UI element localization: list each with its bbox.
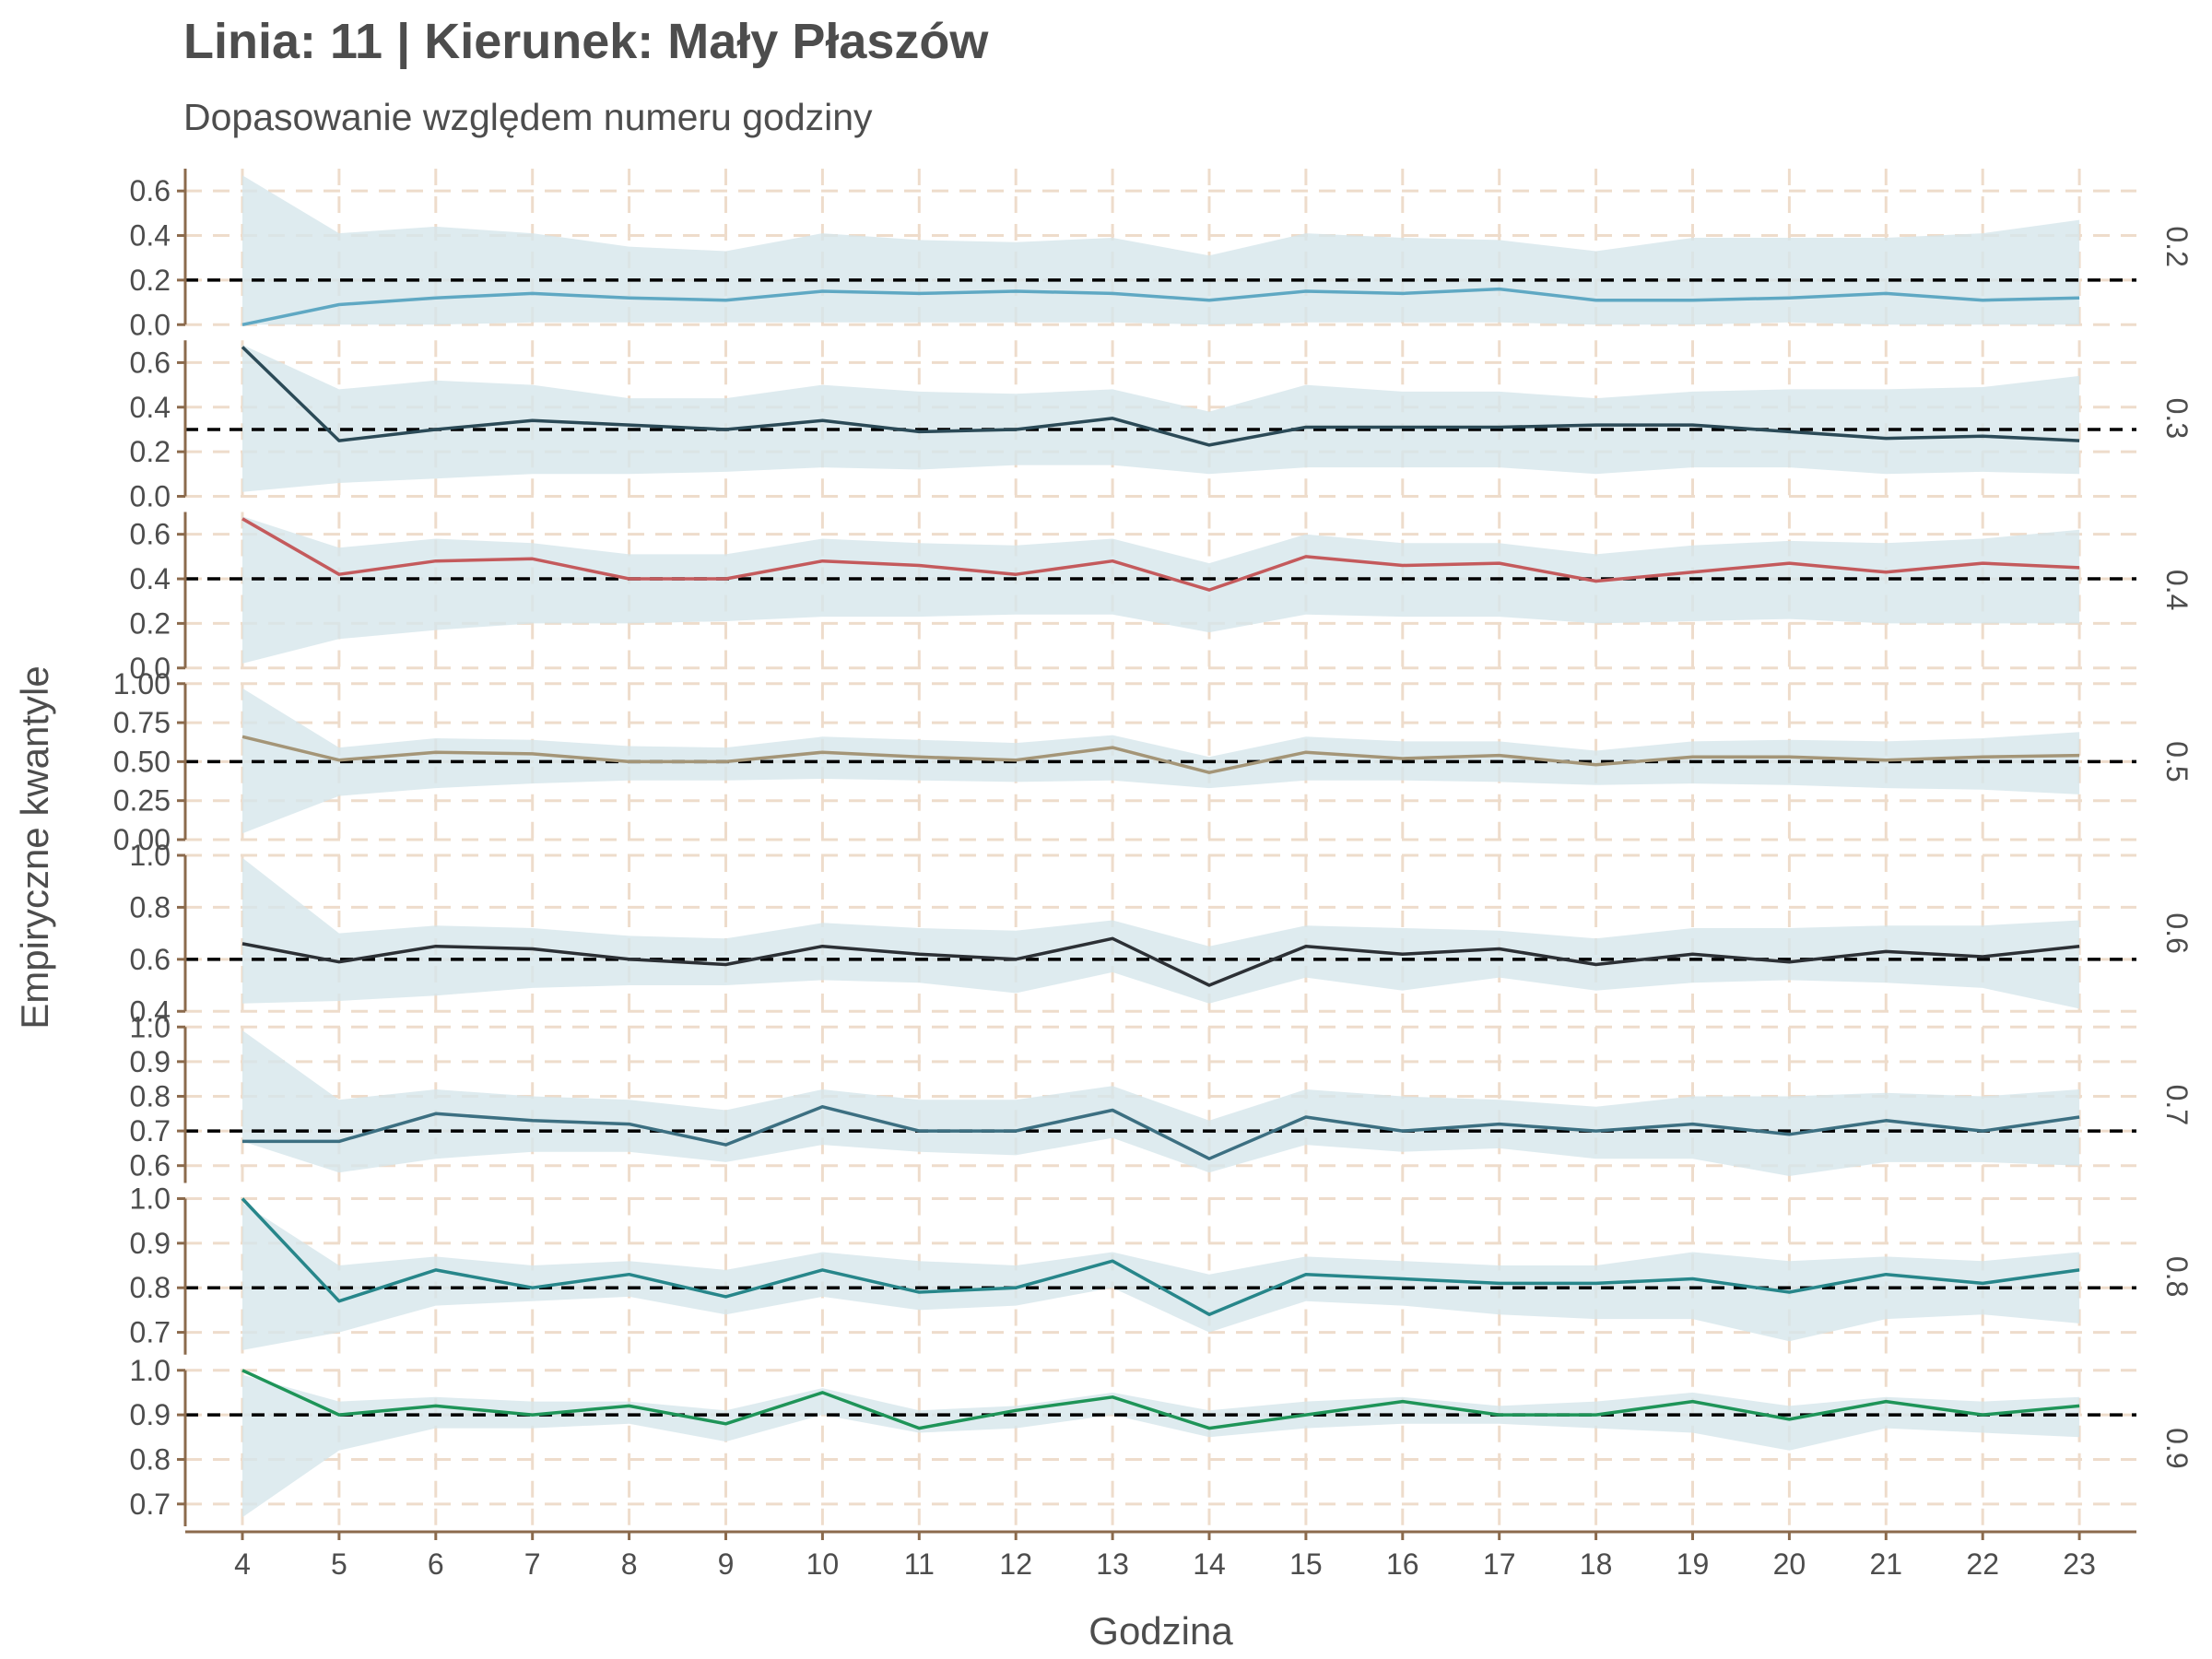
- x-tick-label: 22: [1966, 1547, 1999, 1581]
- y-tick-label: 1.0: [130, 1010, 171, 1043]
- y-tick-label: 0.6: [130, 943, 171, 976]
- y-tick-label: 0.75: [113, 706, 171, 739]
- facet-strip-label: 0.3: [2160, 398, 2194, 439]
- x-tick-label: 16: [1386, 1547, 1419, 1581]
- confidence-band: [242, 175, 2080, 325]
- facet-strip-label: 0.9: [2160, 1428, 2194, 1468]
- y-tick-label: 0.7: [130, 1316, 171, 1349]
- y-tick-label: 0.8: [130, 1271, 171, 1304]
- y-tick-label: 0.9: [130, 1045, 171, 1078]
- x-tick-label: 19: [1677, 1547, 1710, 1581]
- series-line-0.2: [241, 287, 2080, 327]
- x-tick-label: 14: [1193, 1547, 1226, 1581]
- y-tick-label: 0.4: [130, 391, 171, 424]
- y-axis-title: Empiryczne kwantyle: [13, 665, 56, 1029]
- facet-strip-label: 0.6: [2160, 912, 2194, 953]
- y-tick-label: 0.4: [130, 562, 171, 595]
- x-tick-label: 8: [621, 1547, 638, 1581]
- facet-panel-0.8: 0.7 0.8 0.9 1.0 0.8: [130, 1182, 2194, 1355]
- y-tick-label: 1.00: [113, 667, 171, 700]
- facet-panel-0.6: 0.4 0.6 0.8 1.0 0.6: [130, 839, 2194, 1028]
- y-tick-label: 0.0: [130, 652, 171, 685]
- x-tick-label: 17: [1483, 1547, 1516, 1581]
- confidence-band: [242, 1374, 2080, 1518]
- y-tick-label: 0.8: [130, 890, 171, 924]
- y-tick-label: 0.7: [130, 1114, 171, 1147]
- x-tick-label: 11: [904, 1547, 935, 1581]
- y-tick-label: 0.2: [130, 264, 171, 297]
- x-tick-label: 15: [1289, 1547, 1323, 1581]
- x-tick-label: 13: [1096, 1547, 1129, 1581]
- x-tick-label: 21: [1870, 1547, 1903, 1581]
- facet-panel-0.4: 0.0 0.2 0.4 0.6 0.4: [130, 512, 2194, 685]
- x-tick-label: 12: [999, 1547, 1032, 1581]
- confidence-band: [242, 1030, 2080, 1176]
- series-line-0.7: [242, 1105, 2080, 1160]
- facet-strip-label: 0.7: [2160, 1085, 2194, 1125]
- y-tick-label: 0.2: [130, 606, 171, 640]
- y-tick-label: 1.0: [130, 839, 171, 872]
- y-tick-label: 0.9: [130, 1227, 171, 1260]
- x-tick-label: 10: [806, 1547, 840, 1581]
- confidence-band: [242, 1203, 2080, 1350]
- facet-panel-0.7: 0.60.70.80.91.00.7: [130, 1010, 2194, 1183]
- facet-strip-label: 0.8: [2160, 1256, 2194, 1297]
- facet-panel-0.5: 0.00 0.25 0.50 0.75 1.00 0.5: [113, 667, 2194, 856]
- y-tick-label: 1.0: [130, 1354, 171, 1387]
- x-tick-label: 7: [524, 1547, 541, 1581]
- y-tick-label: 0.7: [130, 1488, 171, 1521]
- x-axis: 4 5 6 7 8 9 10 11 12 13 14 15 16 17 18 19 20 21 22 23: [185, 1530, 2136, 1581]
- series-line-0.6: [241, 936, 2080, 987]
- facet-strip-label: 0.5: [2160, 741, 2194, 782]
- x-tick-label: 9: [718, 1547, 735, 1581]
- confidence-band: [242, 857, 2080, 1009]
- y-tick-label: 0.00: [113, 823, 171, 856]
- facet-panel-0.2: 0.0 0.2 0.4 0.6 0.2: [130, 169, 2194, 341]
- confidence-band: [242, 516, 2080, 664]
- y-tick-label: 0.9: [130, 1398, 171, 1431]
- y-tick-label: 0.6: [130, 174, 171, 207]
- y-tick-label: 0.8: [130, 1079, 171, 1112]
- x-axis-title: Godzina: [1088, 1609, 1233, 1653]
- y-tick-label: 0.50: [113, 745, 171, 778]
- x-tick-label: 4: [234, 1547, 251, 1581]
- facet-strip-label: 0.2: [2160, 226, 2194, 266]
- series-line-0.3: [241, 346, 2080, 447]
- x-tick-label: 23: [2063, 1547, 2096, 1581]
- series-line-0.4: [241, 517, 2080, 592]
- series-line-0.8: [241, 1197, 2080, 1316]
- y-tick-label: 0.4: [130, 219, 171, 253]
- y-tick-label: 0.8: [130, 1442, 171, 1476]
- y-tick-label: 0.6: [130, 518, 171, 551]
- x-tick-label: 6: [428, 1547, 444, 1581]
- facet-panels: 0.00.20.40.60.20.00.20.40.60.30.00.20.40…: [113, 169, 2194, 1526]
- series-line-0.9: [241, 1369, 2080, 1430]
- y-tick-label: 0.0: [130, 480, 171, 513]
- x-tick-label: 18: [1580, 1547, 1613, 1581]
- y-tick-label: 0.6: [130, 1149, 171, 1182]
- x-tick-label: 20: [1773, 1547, 1806, 1581]
- y-tick-label: 0.2: [130, 435, 171, 468]
- y-tick-label: 1.0: [130, 1182, 171, 1216]
- y-tick-label: 0.6: [130, 346, 171, 379]
- series-line-0.5: [241, 735, 2080, 774]
- facet-panel-0.9: 0.7 0.8 0.9 1.0 0.9: [130, 1354, 2194, 1526]
- confidence-band: [242, 345, 2080, 492]
- y-tick-label: 0.25: [113, 784, 171, 818]
- chart-subtitle: Dopasowanie względem numeru godziny: [183, 96, 873, 138]
- chart-title: Linia: 11 | Kierunek: Mały Płaszów: [183, 14, 989, 69]
- y-tick-label: 0.0: [130, 308, 171, 341]
- facet-panel-0.3: 0.0 0.2 0.4 0.6 0.3: [130, 340, 2194, 513]
- facet-strip-label: 0.4: [2160, 570, 2194, 610]
- y-tick-label: 0.4: [130, 994, 171, 1028]
- x-tick-label: 5: [331, 1547, 347, 1581]
